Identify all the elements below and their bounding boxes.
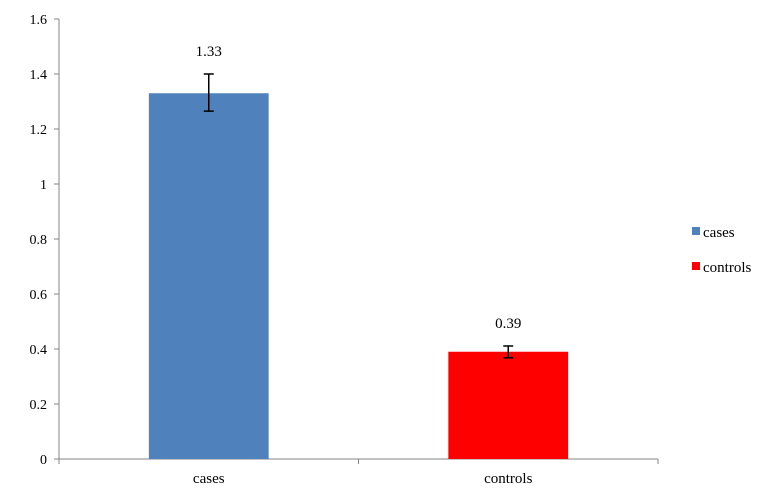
bar-cases: [148, 93, 269, 459]
y-tick-label: 1: [40, 178, 47, 193]
y-tick-label: 1.4: [30, 68, 48, 83]
y-tick-label: 0.8: [30, 233, 48, 248]
y-tick-label: 0.4: [30, 343, 48, 358]
legend-swatch-cases: [692, 227, 700, 235]
data-label-controls: 0.39: [495, 316, 521, 332]
y-tick-label: 1.2: [30, 123, 48, 138]
legend-swatch-controls: [692, 262, 700, 270]
y-tick-label: 1.6: [30, 13, 48, 28]
axes: 0 0.2 0.4 0.6 0.8 1 1.2 1.4 1.6 cases controls: [30, 13, 659, 487]
y-tick-label: 0.2: [30, 398, 48, 413]
bars: [148, 93, 569, 459]
legend-label-cases: cases: [703, 225, 735, 241]
legend: cases controls: [692, 225, 751, 276]
data-labels: 1.33 0.39: [196, 44, 522, 332]
bar-controls: [448, 351, 569, 459]
x-category-label: controls: [484, 471, 532, 487]
y-tick-label: 0.6: [30, 288, 48, 303]
data-label-cases: 1.33: [196, 44, 222, 60]
error-bars: [203, 73, 514, 359]
x-category-label: cases: [193, 471, 225, 487]
y-tick-label: 0: [40, 453, 47, 468]
legend-label-controls: controls: [703, 260, 751, 276]
